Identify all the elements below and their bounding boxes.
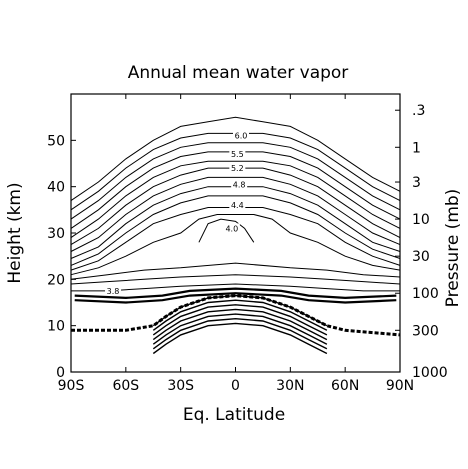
contour-lines [70,116,401,292]
right-tick-label: 300 [412,323,439,339]
y-tick-label: 50 [47,133,65,149]
right-tick-label: 30 [412,249,430,265]
contour-line-8 [70,195,401,266]
x-tick-label: 90S [58,378,85,394]
contour-label: 4.4 [231,201,244,210]
contour-labels: 6.0 5.5 5.2 4.8 4.4 4.0 3.8 [105,130,249,296]
y-axis-label-left: Height (km) [5,182,25,283]
contour-label-bg [229,149,246,159]
blocked-hatch-line [152,299,328,331]
contour-line-13 [70,274,401,285]
contour-label: 4.8 [233,180,246,189]
contour-line-2 [70,142,401,220]
contour-label: 4.0 [225,224,238,233]
x-tick-label: 90N [386,378,414,394]
right-tick-label: 1 [412,140,421,156]
y-tick-label: 0 [56,365,65,381]
blocked-hatch-line [152,317,328,350]
contour-label-bg [232,130,249,140]
contour-label: 3.8 [107,287,120,296]
contour-label-bg [105,285,122,295]
y-tick-label: 20 [47,272,65,288]
x-tick-label: 30S [167,378,194,394]
tropopause-band-0 [74,287,397,300]
contour-line-9 [70,207,401,271]
contour-label-bg [229,163,246,173]
contour-line-12 [70,262,401,280]
contour-line-11 [198,218,255,243]
tropopause-band-1 [74,292,397,304]
x-ticks: 90S 60S 30S 0 30N 60N 90N [58,94,414,394]
right-tick-label: 10 [412,212,430,228]
y-ticks: 0 10 20 30 40 50 [47,133,76,381]
contour-label-bg [231,179,248,189]
right-tick-label: 1000 [412,365,448,381]
blocked-hatch-line [152,322,328,355]
contour-line-7 [70,186,401,259]
contour-label-bg [223,223,240,233]
y-axis-label-right: Pressure (mb) [443,189,463,308]
contour-label: 5.2 [231,164,244,173]
contour-line-10 [70,214,401,276]
tropopause-bands [74,287,397,304]
right-ticks: .3 1 3 10 30 100 300 1000 [395,103,448,381]
right-tick-label: .3 [412,103,425,119]
y-tick-label: 10 [47,319,65,335]
blocked-hatch-line [152,308,328,341]
y-tick-label: 30 [47,226,65,242]
contour-line-6 [70,176,401,252]
contour-label-bg [229,200,246,210]
blocked-hatch-line [152,294,328,327]
contour-label: 5.5 [231,150,244,159]
x-tick-label: 60N [331,378,359,394]
contour-label: 6.0 [235,132,248,141]
blocked-hatch-line [152,313,328,345]
contour-line-4 [70,160,401,239]
blocked-region [71,294,401,355]
blocked-hatch-line [152,304,328,336]
x-tick-label: 0 [231,378,240,394]
right-tick-label: 3 [412,175,421,191]
chart-title: Annual mean water vapor [128,63,349,83]
right-tick-label: 100 [412,286,439,302]
x-tick-label: 60S [112,378,139,394]
x-tick-label: 30N [276,378,304,394]
y-tick-label: 40 [47,180,65,196]
contour-line-0 [70,116,401,202]
x-axis-label: Eq. Latitude [183,405,285,425]
